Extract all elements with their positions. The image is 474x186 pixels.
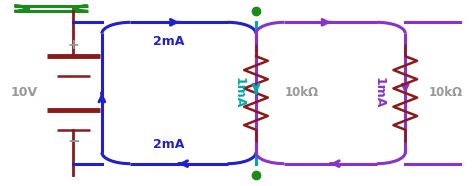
Text: 1mA: 1mA: [373, 77, 386, 109]
Text: 10V: 10V: [10, 86, 37, 100]
Text: −: −: [67, 134, 80, 149]
Text: +: +: [68, 38, 79, 52]
Text: 10kΩ: 10kΩ: [284, 86, 319, 100]
Text: 2mA: 2mA: [153, 35, 184, 48]
Text: 2mA: 2mA: [153, 138, 184, 151]
Text: 10kΩ: 10kΩ: [429, 86, 463, 100]
Text: 1mA: 1mA: [233, 77, 246, 109]
